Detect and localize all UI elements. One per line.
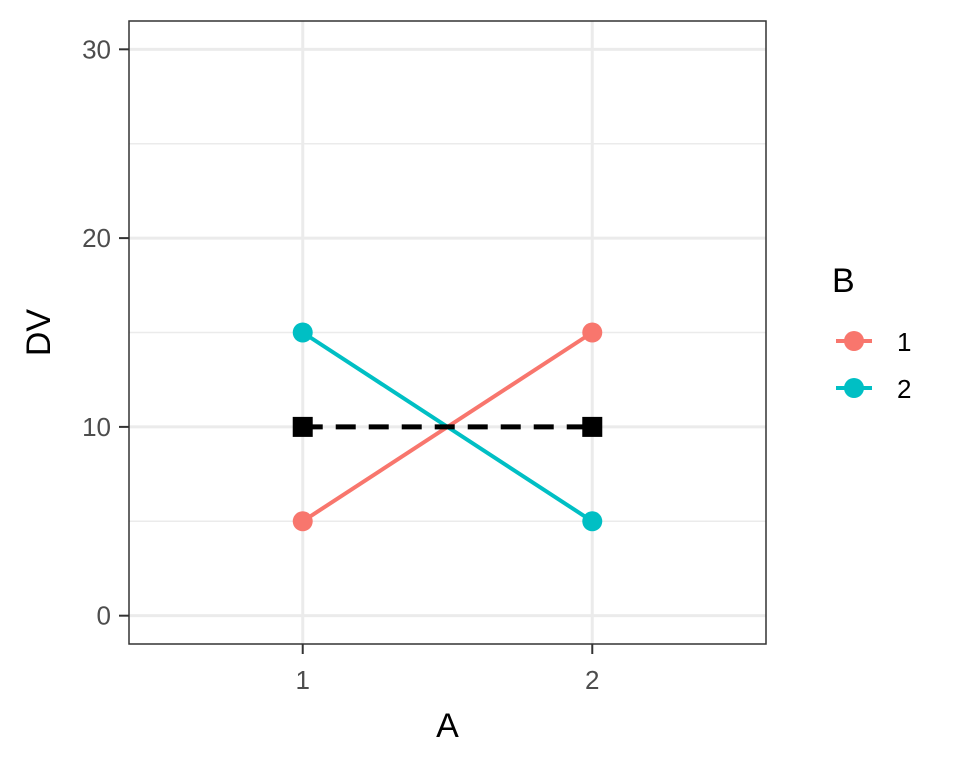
y-tick-label: 10 (82, 412, 111, 442)
y-tick-label: 30 (82, 34, 111, 64)
legend-label: 2 (897, 374, 911, 404)
series-layer (292, 322, 603, 532)
series-mean (292, 416, 603, 437)
data-point-2 (582, 511, 603, 532)
y-tick-label: 0 (97, 601, 111, 631)
data-point-1 (582, 322, 603, 343)
data-point-2 (292, 322, 313, 343)
y-axis-title: DV (20, 309, 58, 357)
mean-point (292, 416, 313, 437)
legend-key-point (844, 378, 864, 398)
legend-item-2: 2 (836, 374, 911, 404)
minor-gridlines (129, 142, 766, 523)
x-axis-title: A (436, 707, 459, 745)
legend-label: 1 (897, 327, 911, 357)
legend: B 1 2 (832, 262, 911, 404)
legend-item-1: 1 (836, 327, 911, 357)
y-tick-label: 20 (82, 223, 111, 253)
x-tick-label: 1 (295, 665, 309, 695)
panel-border (128, 20, 767, 645)
legend-key-point (844, 331, 864, 351)
mean-point (582, 416, 603, 437)
x-tick-label: 2 (585, 665, 599, 695)
data-point-1 (292, 511, 313, 532)
legend-title: B (832, 262, 855, 300)
y-axis: 0 10 20 30 (82, 34, 129, 631)
